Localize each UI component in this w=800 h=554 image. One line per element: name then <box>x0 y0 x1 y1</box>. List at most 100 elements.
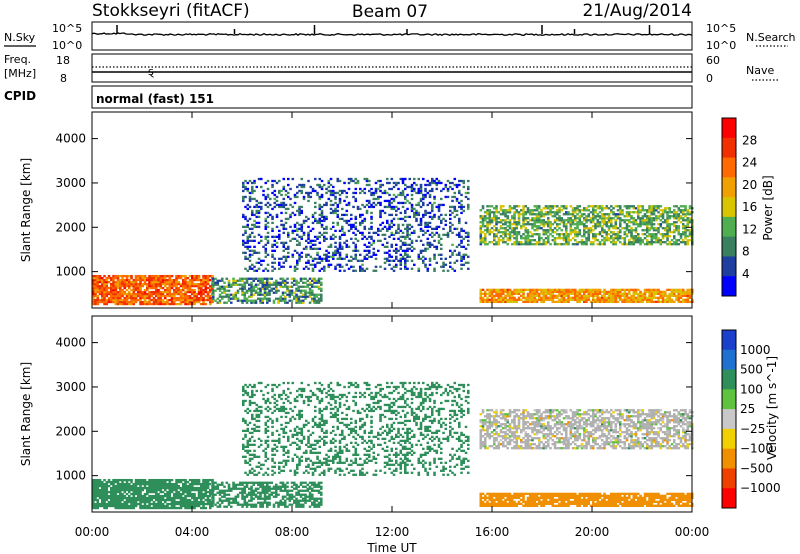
power-cell <box>623 243 627 246</box>
power-cell <box>497 290 501 294</box>
power-cell <box>125 302 129 306</box>
power-cell <box>484 239 487 242</box>
velocity-cell <box>164 484 167 488</box>
power-cell <box>417 191 421 195</box>
power-cell <box>560 217 564 220</box>
velocity-cell <box>191 482 194 486</box>
power-cell <box>116 278 120 282</box>
power-cell <box>305 253 308 256</box>
power-cell <box>646 235 649 238</box>
velocity-cell <box>191 488 194 492</box>
power-cell <box>419 229 423 233</box>
power-cell <box>119 278 122 282</box>
power-cell <box>675 288 678 292</box>
velocity-cell <box>132 502 136 506</box>
power-cell <box>92 280 95 284</box>
power-cell <box>302 285 305 288</box>
power-cell <box>574 292 577 295</box>
power-cell <box>175 288 178 292</box>
power-cell <box>212 279 215 282</box>
velocity-cell <box>110 500 113 504</box>
power-cell <box>302 267 306 270</box>
power-cell <box>308 293 312 296</box>
velocity-cell <box>139 494 142 498</box>
power-cell <box>639 243 642 246</box>
power-cell <box>583 209 586 212</box>
power-colorbar-segment <box>722 137 736 159</box>
power-cell <box>406 207 409 211</box>
power-cell <box>134 274 138 278</box>
power-cell <box>253 219 256 223</box>
power-cell <box>404 177 407 181</box>
power-cell <box>244 179 247 183</box>
power-cell <box>673 288 676 292</box>
power-cell <box>547 211 550 214</box>
power-cell <box>252 299 256 302</box>
power-cell <box>486 205 489 208</box>
power-cell <box>278 233 281 237</box>
power-cell <box>311 247 315 250</box>
power-cell <box>314 201 317 205</box>
power-cell <box>390 187 394 191</box>
power-cell <box>278 267 281 270</box>
velocity-cell <box>168 484 172 488</box>
power-cell <box>666 225 669 228</box>
power-cell <box>284 255 288 258</box>
power-cell <box>531 288 534 292</box>
power-cell <box>542 215 546 218</box>
power-cell <box>368 179 371 183</box>
power-cell <box>365 199 369 203</box>
power-cell <box>157 282 160 286</box>
power-cell <box>614 290 618 294</box>
power-cell <box>544 205 548 208</box>
velocity-cell <box>130 500 133 504</box>
power-cell <box>406 249 409 252</box>
velocity-cell <box>148 482 151 486</box>
power-cell <box>684 300 687 303</box>
power-cell <box>404 259 407 262</box>
power-cell <box>264 267 268 270</box>
power-cell <box>437 239 441 243</box>
power-cell <box>242 239 245 243</box>
power-cell <box>188 298 192 302</box>
power-cell <box>206 298 210 302</box>
power-cell <box>464 261 468 264</box>
power-cell <box>112 280 115 284</box>
power-cell <box>684 298 687 301</box>
power-cell <box>531 233 534 236</box>
velocity-cell <box>134 484 138 488</box>
power-cell <box>594 225 597 228</box>
power-cell <box>460 235 463 239</box>
power-cell <box>150 276 154 280</box>
power-cell <box>655 288 658 292</box>
power-cell <box>567 294 570 297</box>
power-cell <box>166 288 169 292</box>
velocity-cell <box>105 506 109 510</box>
velocity-cell <box>119 478 122 482</box>
power-cell <box>616 233 620 236</box>
power-cell <box>318 257 322 260</box>
power-cell <box>123 278 127 282</box>
power-cell <box>406 267 409 270</box>
power-cell <box>526 211 530 214</box>
power-cell <box>444 263 448 266</box>
power-cell <box>119 300 122 304</box>
power-cell <box>401 217 405 221</box>
velocity-cell <box>148 504 151 508</box>
power-cell <box>352 231 355 235</box>
power-cell <box>562 235 566 238</box>
power-cell <box>574 235 577 238</box>
power-cell <box>444 257 448 260</box>
power-cell <box>377 239 380 243</box>
power-cell <box>98 284 102 288</box>
power-cell <box>304 289 307 292</box>
power-cell <box>257 293 260 296</box>
power-cell <box>112 296 115 300</box>
power-cell <box>141 274 145 278</box>
power-cell <box>257 209 261 213</box>
power-cell <box>311 279 314 282</box>
velocity-cell <box>159 480 163 484</box>
noise-tick-top-right: 10^5 <box>706 22 736 35</box>
power-cell <box>242 243 245 246</box>
velocity-cell <box>216 491 220 494</box>
